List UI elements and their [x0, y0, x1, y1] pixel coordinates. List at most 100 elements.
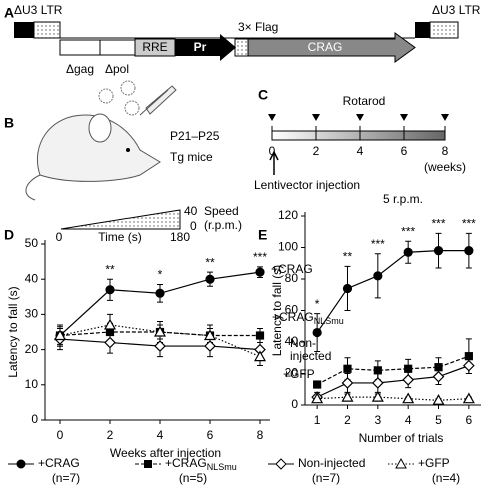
ltr-r [429, 21, 459, 39]
speed-ramp [60, 209, 181, 230]
inset-label: Time (s) [98, 230, 142, 244]
marker [432, 394, 445, 405]
significance: *** [401, 224, 415, 238]
x-tick-label: 5 [435, 413, 442, 427]
timeline-title: Rotarod [343, 94, 386, 108]
inset-label: 40 [184, 204, 198, 218]
legend-label: +CRAGNLSmu [165, 456, 237, 472]
marker [373, 366, 382, 375]
marker [312, 327, 322, 338]
marker [203, 329, 217, 341]
series-line [317, 396, 469, 401]
x-tick-label: 2 [107, 428, 114, 442]
mouse-eye [126, 148, 130, 152]
y-axis-label: Latency to fall (s) [270, 265, 284, 356]
marker [154, 340, 166, 352]
rre-label: RRE [142, 40, 167, 54]
gene-arrow [247, 32, 416, 63]
mouse-body [36, 114, 161, 182]
marker [103, 318, 117, 330]
x-tick-label: 3 [374, 413, 381, 427]
inset-label: 180 [170, 230, 190, 244]
legend: +CRAG(n=7)+CRAGNLSmu(n=5)Non-injected(n=… [8, 456, 460, 485]
virus [120, 80, 136, 96]
text-part: NLSmu [207, 462, 237, 472]
significance: *** [432, 216, 446, 230]
inset-label: 0 [190, 219, 197, 233]
gag-box [59, 39, 101, 56]
panel-letter: E [258, 227, 267, 243]
legend-label: Non-injected [298, 456, 365, 470]
y-tick-label: 40 [25, 271, 39, 285]
significance: *** [462, 216, 476, 230]
ltr-u5 [14, 22, 34, 38]
session-marker [441, 114, 449, 121]
marker [433, 246, 444, 256]
marker [464, 352, 473, 361]
mouse-tail [25, 174, 41, 201]
text-part: +CRAG [38, 456, 80, 470]
line-label: Non- [290, 336, 316, 350]
mouse-label: Tg mice [170, 150, 213, 164]
y-tick-label: 0 [291, 397, 298, 411]
x-axis-label: Weeks after injection [110, 446, 221, 460]
ltr-label: ΔU3 LTR [14, 3, 63, 17]
marker [434, 363, 443, 372]
mouse: B P21–P25 Tg mice [4, 80, 220, 201]
y-tick-label: 20 [285, 366, 299, 380]
promoter-label: Pr [194, 40, 207, 54]
significance: ** [205, 255, 215, 269]
timeline-bar [271, 130, 446, 141]
injection-arrow [269, 150, 279, 175]
series-line [59, 331, 260, 337]
y-tick-label: 60 [285, 303, 299, 317]
marker [104, 336, 116, 349]
y-tick-label: 100 [278, 240, 298, 254]
series-line [316, 365, 470, 398]
marker [205, 274, 215, 284]
virus [98, 88, 114, 104]
series-line [316, 355, 470, 386]
marker [343, 364, 352, 373]
text-part: injected [290, 349, 331, 363]
legend-marker [275, 458, 287, 470]
pol-label: Δpol [105, 62, 129, 76]
x-tick-label: 8 [257, 428, 264, 442]
marker [403, 247, 413, 257]
legend-n: (n=7) [52, 471, 80, 485]
construct: A ΔU3 LTR ΔU3 LTR Δgag Δpol RRE Pr 3× Fl… [4, 3, 481, 76]
inset-label: Speed [204, 204, 239, 218]
session-marker [356, 114, 364, 121]
significance: *** [253, 250, 267, 264]
text-part: +CRAG [271, 262, 313, 276]
marker [153, 325, 167, 337]
marker [341, 390, 354, 402]
marker [432, 370, 445, 383]
injection-label: Lentivector injection [254, 178, 360, 192]
marker [462, 392, 475, 404]
marker [341, 377, 354, 389]
mouse-ear [88, 113, 112, 143]
significance: ** [105, 262, 115, 276]
marker [402, 392, 415, 404]
session-marker [312, 114, 320, 121]
timeline-tick-label: 4 [357, 144, 364, 158]
series-line [316, 250, 469, 333]
marker [53, 329, 67, 341]
y-tick-label: 30 [25, 307, 39, 321]
gag-label: Δgag [66, 62, 94, 76]
y-tick-label: 50 [25, 236, 39, 250]
flag-box [234, 38, 249, 57]
timeline-tick-label: 0 [269, 144, 276, 158]
significance: ** [343, 250, 353, 264]
y-tick-label: 80 [285, 271, 299, 285]
marker [255, 267, 265, 277]
marker [371, 390, 384, 402]
ltr-r [33, 21, 61, 39]
marker [204, 340, 216, 352]
line-label: +GFP [283, 367, 315, 381]
session-marker [268, 114, 276, 121]
text-part: +GFP [283, 367, 315, 381]
marker [105, 285, 115, 295]
panel-letter: C [258, 87, 268, 103]
